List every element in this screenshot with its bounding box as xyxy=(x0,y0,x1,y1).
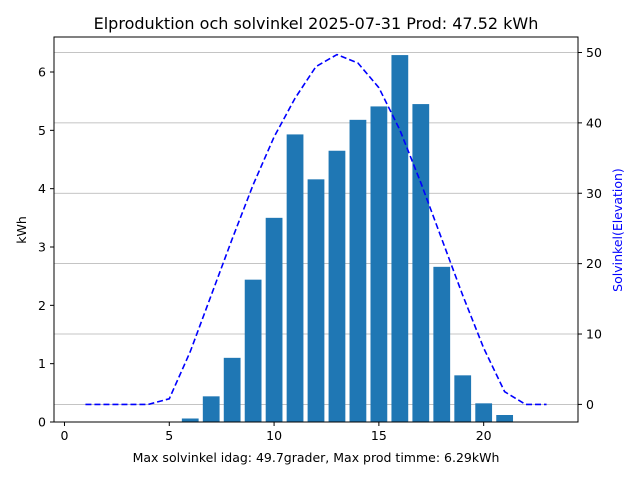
y2-tick-label: 40 xyxy=(586,115,602,130)
bar xyxy=(181,418,199,422)
y2-tick-label: 30 xyxy=(586,186,602,201)
bar xyxy=(223,357,241,422)
production-bars xyxy=(181,55,514,423)
x-tick-label: 5 xyxy=(165,428,173,443)
x-tick-label: 15 xyxy=(371,428,387,443)
y-tick-label: 0 xyxy=(38,415,46,430)
y-axis-right: 0 10 20 30 40 50 xyxy=(578,45,602,412)
bar xyxy=(475,403,493,422)
bar xyxy=(307,179,325,422)
bar xyxy=(496,415,514,422)
bar xyxy=(244,279,262,422)
y-tick-label: 4 xyxy=(38,181,46,196)
bar xyxy=(349,119,367,422)
bar xyxy=(265,217,283,422)
y-axis-left: 0 1 2 3 4 5 6 xyxy=(38,65,54,430)
y2-tick-label: 0 xyxy=(586,397,594,412)
y-tick-label: 6 xyxy=(38,65,46,80)
bar xyxy=(391,55,409,422)
x-tick-label: 0 xyxy=(61,428,69,443)
y-tick-label: 3 xyxy=(38,240,46,255)
y-tick-label: 2 xyxy=(38,298,46,313)
bar xyxy=(202,396,220,422)
bar xyxy=(286,134,304,422)
bar xyxy=(412,104,430,422)
y-axis-title: kWh xyxy=(14,216,29,244)
y2-axis-title: Solvinkel(Elevation) xyxy=(610,168,625,292)
y-tick-label: 5 xyxy=(38,123,46,138)
bar xyxy=(433,266,451,422)
elevation-line xyxy=(85,53,547,406)
y-tick-label: 1 xyxy=(38,356,46,371)
plot-frame xyxy=(53,36,579,423)
bar xyxy=(370,106,388,423)
chart-title: Elproduktion och solvinkel 2025-07-31 Pr… xyxy=(94,14,539,33)
bar xyxy=(328,150,346,422)
x-axis: 0 5 10 15 20 xyxy=(61,422,492,443)
elevation-line-group xyxy=(85,53,547,406)
y2-tick-label: 10 xyxy=(586,327,602,342)
x-tick-label: 20 xyxy=(476,428,492,443)
x-tick-label: 10 xyxy=(266,428,282,443)
bar xyxy=(454,375,472,422)
x-axis-title: Max solvinkel idag: 49.7grader, Max prod… xyxy=(133,450,500,465)
y2-tick-label: 50 xyxy=(586,45,602,60)
y2-tick-label: 20 xyxy=(586,256,602,271)
